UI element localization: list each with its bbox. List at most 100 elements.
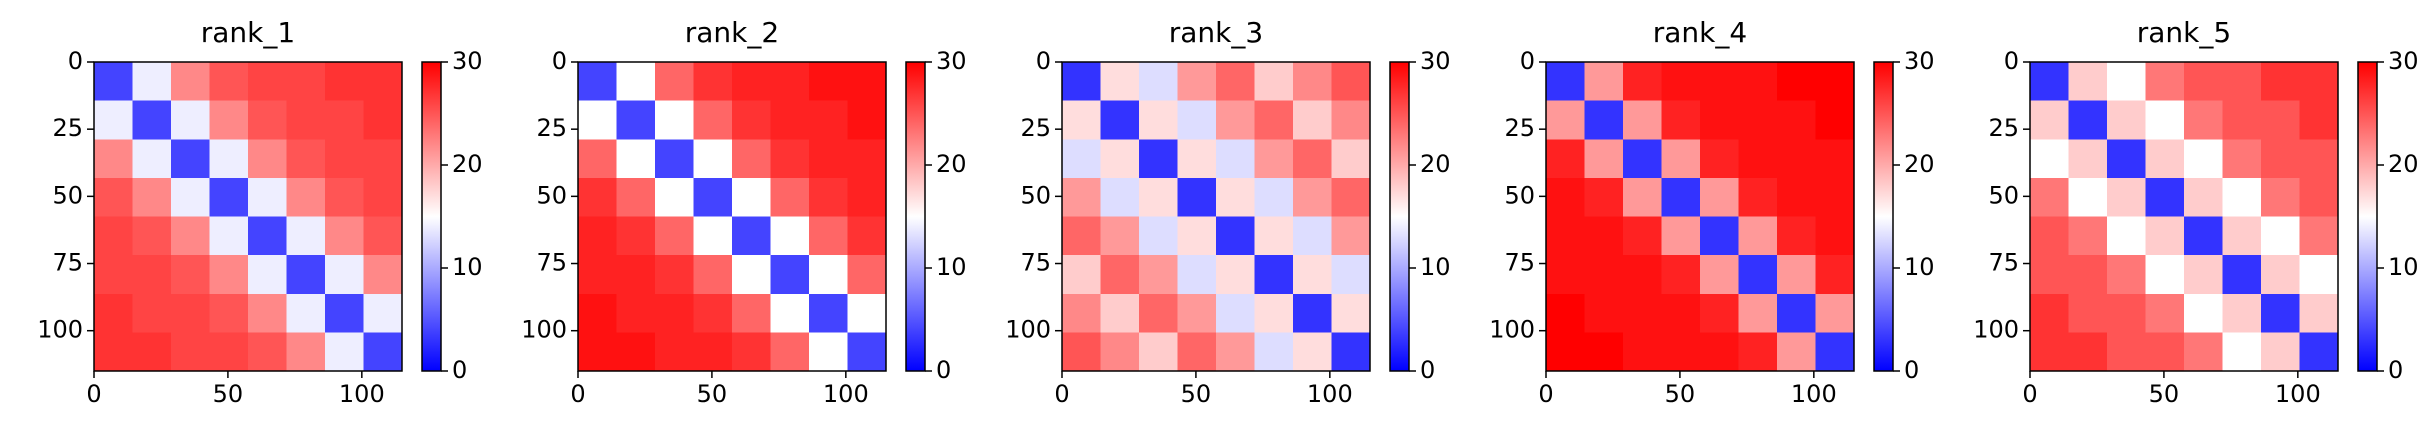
heatmap-cell <box>655 255 694 295</box>
heatmap-cell <box>2184 255 2223 295</box>
heatmap-cell <box>1584 62 1624 102</box>
heatmap-cell <box>847 177 887 217</box>
heatmap-cell <box>2068 100 2108 140</box>
heatmap-cell <box>1293 62 1332 102</box>
heatmap-cell <box>1331 293 1371 333</box>
heatmap-cell <box>132 216 172 256</box>
heatmap-cell <box>1815 332 1855 372</box>
y-tick-label: 75 <box>1020 249 1051 277</box>
heatmap-cell <box>1139 332 1178 372</box>
heatmap-cell <box>209 62 249 102</box>
heatmap-cell <box>132 62 172 102</box>
heatmap-cell <box>1139 255 1178 295</box>
heatmap-cell <box>1584 255 1624 295</box>
heatmap-cell <box>363 100 403 140</box>
heatmap-cell <box>1661 216 1701 256</box>
heatmap-cell <box>2222 139 2262 179</box>
heatmap-cell <box>209 139 249 179</box>
heatmap-cell <box>1293 332 1332 372</box>
heatmap-cell <box>2184 139 2223 179</box>
heatmap-cell <box>1700 100 1739 140</box>
heatmap-cell <box>847 332 887 372</box>
heatmap-cell <box>809 177 848 217</box>
plot-frame <box>1061 61 1371 372</box>
y-tick-label: 25 <box>1504 114 1535 142</box>
heatmap-cell <box>847 139 887 179</box>
heatmap-cell <box>1623 100 1662 140</box>
heatmap-cell <box>847 216 887 256</box>
heatmap-cell <box>1331 139 1371 179</box>
heatmap-cell <box>770 177 810 217</box>
heatmap-cell <box>171 216 210 256</box>
heatmap-cell <box>1216 177 1255 217</box>
heatmap-cell <box>2299 216 2339 256</box>
heatmap-cell <box>578 139 617 179</box>
heatmap-cell <box>1177 332 1217 372</box>
heatmap-cell <box>171 332 210 372</box>
x-tick-label: 100 <box>823 380 869 408</box>
colorbar-tick-label: 20 <box>452 150 483 178</box>
y-tick-label: 0 <box>552 47 567 75</box>
heatmap-cell <box>732 293 771 333</box>
heatmap-cell <box>2107 100 2146 140</box>
heatmap-cell <box>2068 62 2108 102</box>
heatmap-cell <box>1216 100 1255 140</box>
x-tick-label: 50 <box>213 380 244 408</box>
heatmap-cell <box>325 216 364 256</box>
heatmap-cell <box>132 177 172 217</box>
heatmap-cell <box>132 293 172 333</box>
heatmap-cell <box>171 293 210 333</box>
heatmap-cell <box>732 139 771 179</box>
heatmap-cell <box>171 255 210 295</box>
heatmap-cell <box>1777 177 1816 217</box>
heatmap-cell <box>2299 62 2339 102</box>
heatmap-cell <box>2030 100 2069 140</box>
heatmap-cell <box>693 177 733 217</box>
heatmap-cell <box>1062 216 1101 256</box>
heatmap-cell <box>1177 100 1217 140</box>
heatmap-cell <box>363 332 403 372</box>
heatmap-cell <box>578 332 617 372</box>
heatmap-cell <box>2299 139 2339 179</box>
heatmap-cell <box>578 293 617 333</box>
colorbar-tick-label: 30 <box>2388 47 2419 75</box>
heatmap-cell <box>1623 293 1662 333</box>
y-tick-label: 25 <box>52 114 83 142</box>
heatmap-cell <box>1661 62 1701 102</box>
heatmap-cell <box>655 216 694 256</box>
heatmap-cell <box>1100 62 1140 102</box>
heatmap-cell <box>1254 332 1294 372</box>
heatmap-cell <box>693 139 733 179</box>
heatmap-cell <box>363 62 403 102</box>
heatmap-cell <box>1777 255 1816 295</box>
heatmap-cell <box>1777 139 1816 179</box>
heatmap-cell <box>1738 139 1778 179</box>
heatmap-cell <box>616 100 656 140</box>
panel-title: rank_2 <box>685 16 779 49</box>
heatmap-cell <box>248 255 287 295</box>
heatmap-cell <box>1139 177 1178 217</box>
heatmap-cell <box>770 255 810 295</box>
heatmap-cell <box>1177 216 1217 256</box>
heatmap-cell <box>770 139 810 179</box>
heatmap-cell <box>2107 293 2146 333</box>
heatmap-cell <box>1254 255 1294 295</box>
y-tick-label: 75 <box>1504 249 1535 277</box>
heatmap-cell <box>1777 332 1816 372</box>
y-tick-label: 25 <box>536 114 567 142</box>
panel-title: rank_3 <box>1169 16 1263 49</box>
heatmap-cell <box>770 332 810 372</box>
heatmap-cell <box>732 216 771 256</box>
heatmap-cell <box>1661 139 1701 179</box>
heatmap-cell <box>2222 332 2262 372</box>
colorbar-tick-label: 20 <box>2388 150 2419 178</box>
heatmap-cell <box>1546 62 1585 102</box>
colorbar-tick-label: 0 <box>1420 356 1435 384</box>
heatmap-cell <box>2222 255 2262 295</box>
heatmap-cell <box>847 62 887 102</box>
colorbar-tick-label: 30 <box>452 47 483 75</box>
colorbar-tick-label: 10 <box>2388 253 2419 281</box>
heatmap-cell <box>1584 100 1624 140</box>
y-tick-label: 50 <box>536 181 567 209</box>
heatmap-cell <box>770 216 810 256</box>
